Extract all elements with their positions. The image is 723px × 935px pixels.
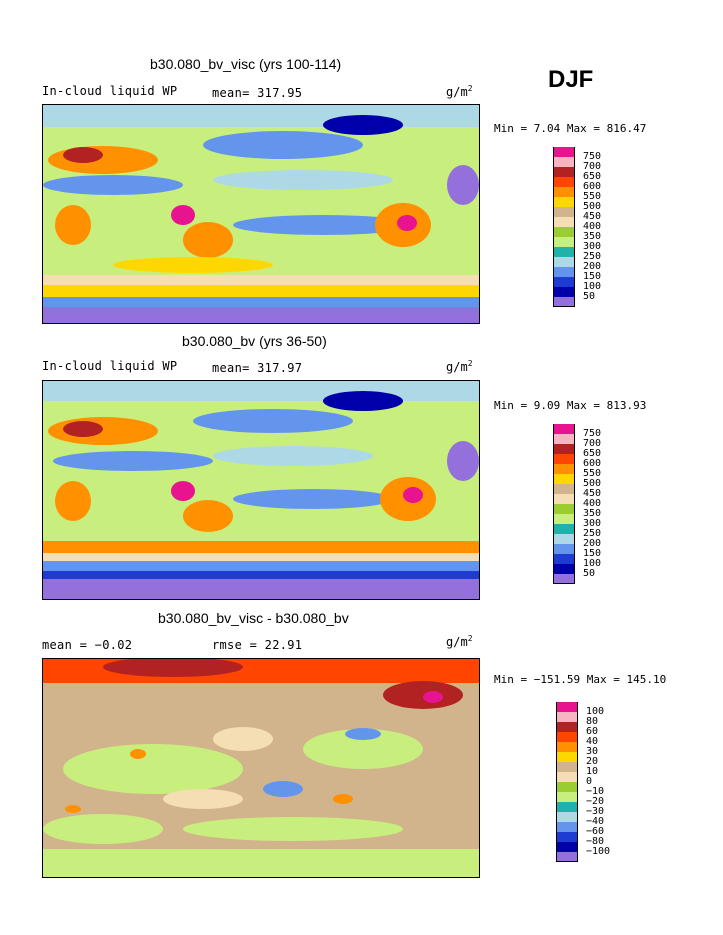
panel3-colorbar-label: −10 [586,786,605,797]
panel1-map [42,104,480,324]
panel2-colorbar-label: 600 [583,458,602,469]
panel2-units: g/m2 [446,359,473,374]
panel3-colorbar: 100 80 60 40 30 20 10 0 −10 −20 −30 −40 … [556,702,636,874]
panel3-map [42,658,480,878]
panel3-colorbar-label: −20 [586,796,605,807]
panel1-colorbar-label: 600 [583,181,602,192]
panel1-colorbar-label: 550 [583,191,602,202]
panel2-colorbar-label: 750 [583,428,602,439]
panel1-colorbar-label: 100 [583,281,602,292]
panel2-colorbar-label: 50 [583,568,596,579]
panel2-minmax: Min = 9.09 Max = 813.93 [494,399,647,412]
panel3-units: g/m2 [446,634,473,649]
panel3-colorbar-label: 80 [586,716,599,727]
panel3-colorbar-label: −40 [586,816,605,827]
panel2-colorbar-label: 250 [583,528,602,539]
panel3-colorbar-label: −80 [586,836,605,847]
panel1-mean: mean= 317.95 [212,86,303,100]
panel1-title: b30.080_bv_visc (yrs 100-114) [150,56,342,72]
panel3-colorbar-label: −30 [586,806,605,817]
panel2-colorbar: 750 700 650 600 550 500 450 400 350 300 … [553,424,633,596]
panel1-colorbar-label: 350 [583,231,602,242]
panel1-colorbar-label: 250 [583,251,602,262]
panel2-variable-label: In-cloud liquid WP [42,359,178,373]
panel3-colorbar-label: 60 [586,726,599,737]
panel2-colorbar-label: 650 [583,448,602,459]
panel2-colorbar-label: 550 [583,468,602,479]
panel3-minmax: Min = −151.59 Max = 145.10 [494,673,667,686]
panel3-colorbar-label: −100 [586,846,611,857]
panel1-colorbar-label: 500 [583,201,602,212]
season-label: DJF [548,66,594,93]
panel3-colorbar-label: 40 [586,736,599,747]
panel3-colorbar-label: 100 [586,706,605,717]
panel2-colorbar-label: 200 [583,538,602,549]
panel3-colorbar-label: 30 [586,746,599,757]
panel3-mean: mean = −0.02 [42,638,133,652]
panel2-colorbar-label: 150 [583,548,602,559]
panel1-colorbar-label: 650 [583,171,602,182]
panel3-colorbar-label: 10 [586,766,599,777]
panel1-colorbar-label: 300 [583,241,602,252]
panel2-colorbar-label: 300 [583,518,602,529]
panel2-mean: mean= 317.97 [212,361,303,375]
panel1-colorbar: 750 700 650 600 550 500 450 400 350 300 … [553,147,633,319]
panel2-colorbar-label: 400 [583,498,602,509]
panel2-colorbar-label: 350 [583,508,602,519]
panel1-colorbar-label: 700 [583,161,602,172]
panel1-colorbar-label: 50 [583,291,596,302]
panel3-colorbar-label: 0 [586,776,593,787]
panel1-colorbar-label: 400 [583,221,602,232]
panel3-colorbar-label: 20 [586,756,599,767]
panel1-colorbar-label: 200 [583,261,602,272]
panel1-units: g/m2 [446,84,473,99]
panel3-colorbar-label: −60 [586,826,605,837]
panel3-title: b30.080_bv_visc - b30.080_bv [158,610,349,626]
panel1-colorbar-label: 750 [583,151,602,162]
panel2-map [42,380,480,600]
panel2-colorbar-label: 450 [583,488,602,499]
panel2-title: b30.080_bv (yrs 36-50) [182,333,327,349]
panel1-colorbar-label: 450 [583,211,602,222]
panel1-minmax: Min = 7.04 Max = 816.47 [494,122,647,135]
panel2-colorbar-label: 100 [583,558,602,569]
panel2-colorbar-label: 500 [583,478,602,489]
panel2-colorbar-label: 700 [583,438,602,449]
panel1-colorbar-label: 150 [583,271,602,282]
panel1-variable-label: In-cloud liquid WP [42,84,178,98]
panel3-rmse: rmse = 22.91 [212,638,303,652]
